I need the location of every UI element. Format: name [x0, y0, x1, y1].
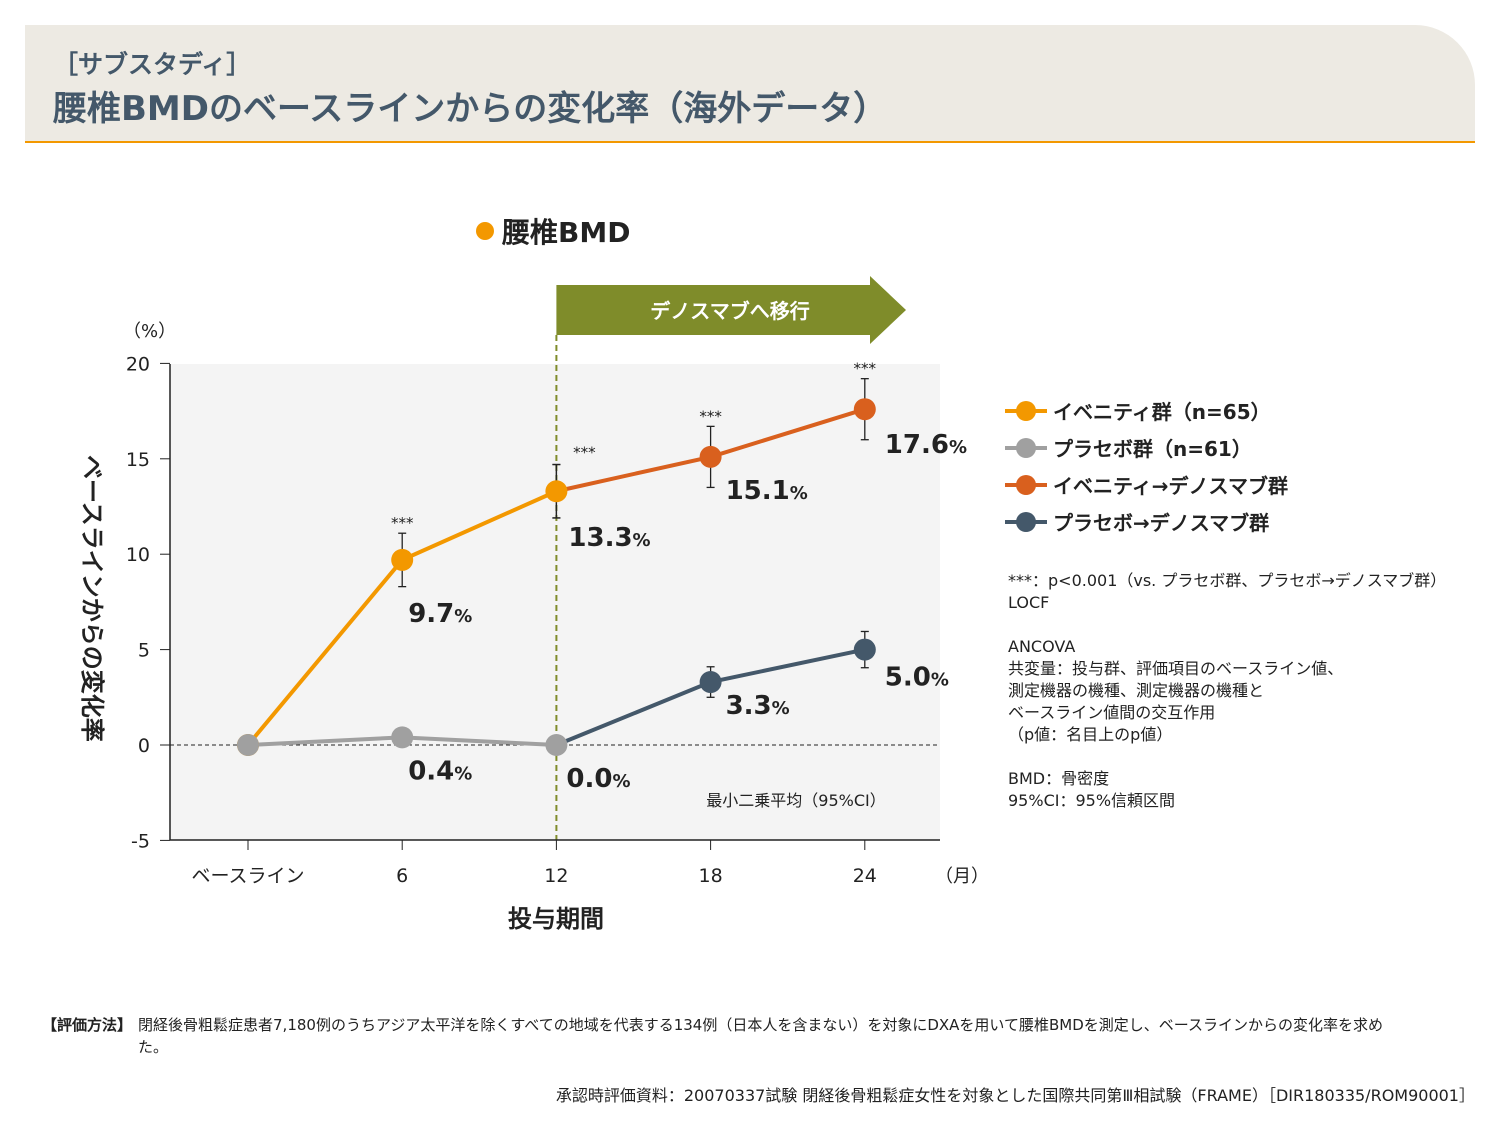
data-label: 15.1%: [726, 476, 808, 506]
legend-marker-icon: [1005, 474, 1047, 495]
y-axis-label: ベースラインからの変化率: [78, 455, 106, 742]
y-unit: （%）: [123, 321, 176, 342]
page-title: 腰椎BMDのベースラインからの変化率（海外データ）: [53, 89, 888, 129]
x-tick-label: 12: [544, 865, 568, 887]
legend-item: プラセボ群（n=61）: [1005, 429, 1288, 466]
y-tick-label: 5: [138, 640, 150, 662]
legend-item: イベニティ群（n=65）: [1005, 392, 1288, 429]
data-label: 17.6%: [885, 430, 967, 460]
x-tick-label: ベースライン: [191, 865, 304, 887]
significance-mark: ***: [573, 444, 596, 462]
y-tick-label: 15: [126, 449, 150, 471]
method-label: 【評価方法】: [42, 1016, 133, 1034]
y-tick-label: 20: [126, 353, 150, 375]
transition-arrow: [556, 276, 906, 344]
x-tick-label: 6: [396, 865, 408, 887]
method-text: 閉経後骨粗鬆症患者7,180例のうちアジア太平洋を除くすべての地域を代表する13…: [138, 1016, 1384, 1056]
data-point: [391, 548, 414, 571]
data-point: [545, 480, 568, 503]
legend-label: プラセボ→デノスマブ群: [1053, 511, 1270, 535]
method: 【評価方法】 閉経後骨粗鬆症患者7,180例のうちアジア太平洋を除くすべての地域を…: [42, 1014, 1408, 1058]
legend-label: イベニティ→デノスマブ群: [1053, 474, 1288, 498]
data-point: [699, 445, 722, 468]
subtitle: ［サブスタディ］: [53, 50, 252, 79]
data-point: [545, 734, 568, 756]
y-tick-label: 0: [138, 735, 150, 757]
legend-label: プラセボ群（n=61）: [1053, 437, 1252, 461]
data-point: [853, 398, 876, 421]
transition-label: デノスマブへ移行: [650, 299, 809, 323]
x-axis-label: 投与期間: [508, 905, 604, 933]
legend: イベニティ群（n=65） プラセボ群（n=61） イベニティ→デノスマブ群 プラセボ→…: [1005, 392, 1288, 540]
x-tick-label: 18: [699, 865, 723, 887]
title-dot: [476, 222, 494, 240]
significance-mark: ***: [699, 407, 722, 425]
source: 承認時評価資料：20070337試験 閉経後骨粗鬆症女性を対象とした国際共同第Ⅲ…: [555, 1086, 1475, 1105]
annotation: 最小二乗平均（95%CI）: [706, 791, 885, 810]
legend-item: プラセボ→デノスマブ群: [1005, 503, 1288, 540]
line-chart: 腰椎BMD デノスマブへ移行 20 15 10 5 0 -5 （%） ベースラインからの変化率ベー…: [78, 216, 989, 933]
header: ［サブスタディ］ 腰椎BMDのベースラインからの変化率（海外データ）: [25, 25, 1475, 143]
x-unit: （月）: [935, 866, 989, 887]
data-point: [237, 734, 259, 756]
data-label: 9.7%: [408, 599, 472, 629]
significance-mark: ***: [391, 514, 414, 532]
legend-label: イベニティ群（n=65）: [1053, 400, 1271, 424]
legend-item: イベニティ→デノスマブ群: [1005, 466, 1288, 503]
y-tick-label: 10: [126, 544, 150, 566]
data-point: [699, 671, 722, 694]
chart-title: 腰椎BMD: [501, 216, 630, 249]
notes: ***：p<0.001（vs. プラセボ群、プラセボ→デノスマブ群） LOCF …: [1008, 571, 1447, 810]
data-label: 0.0%: [566, 764, 630, 794]
legend-marker-icon: [1005, 400, 1047, 421]
plot-area: [170, 364, 940, 840]
legend-marker-icon: [1005, 511, 1047, 532]
legend-marker-icon: [1005, 437, 1047, 458]
x-tick-label: 24: [853, 865, 877, 887]
data-point: [853, 638, 876, 661]
y-tick-label: -5: [131, 830, 150, 852]
data-point: [391, 726, 414, 749]
significance-mark: ***: [854, 360, 877, 378]
